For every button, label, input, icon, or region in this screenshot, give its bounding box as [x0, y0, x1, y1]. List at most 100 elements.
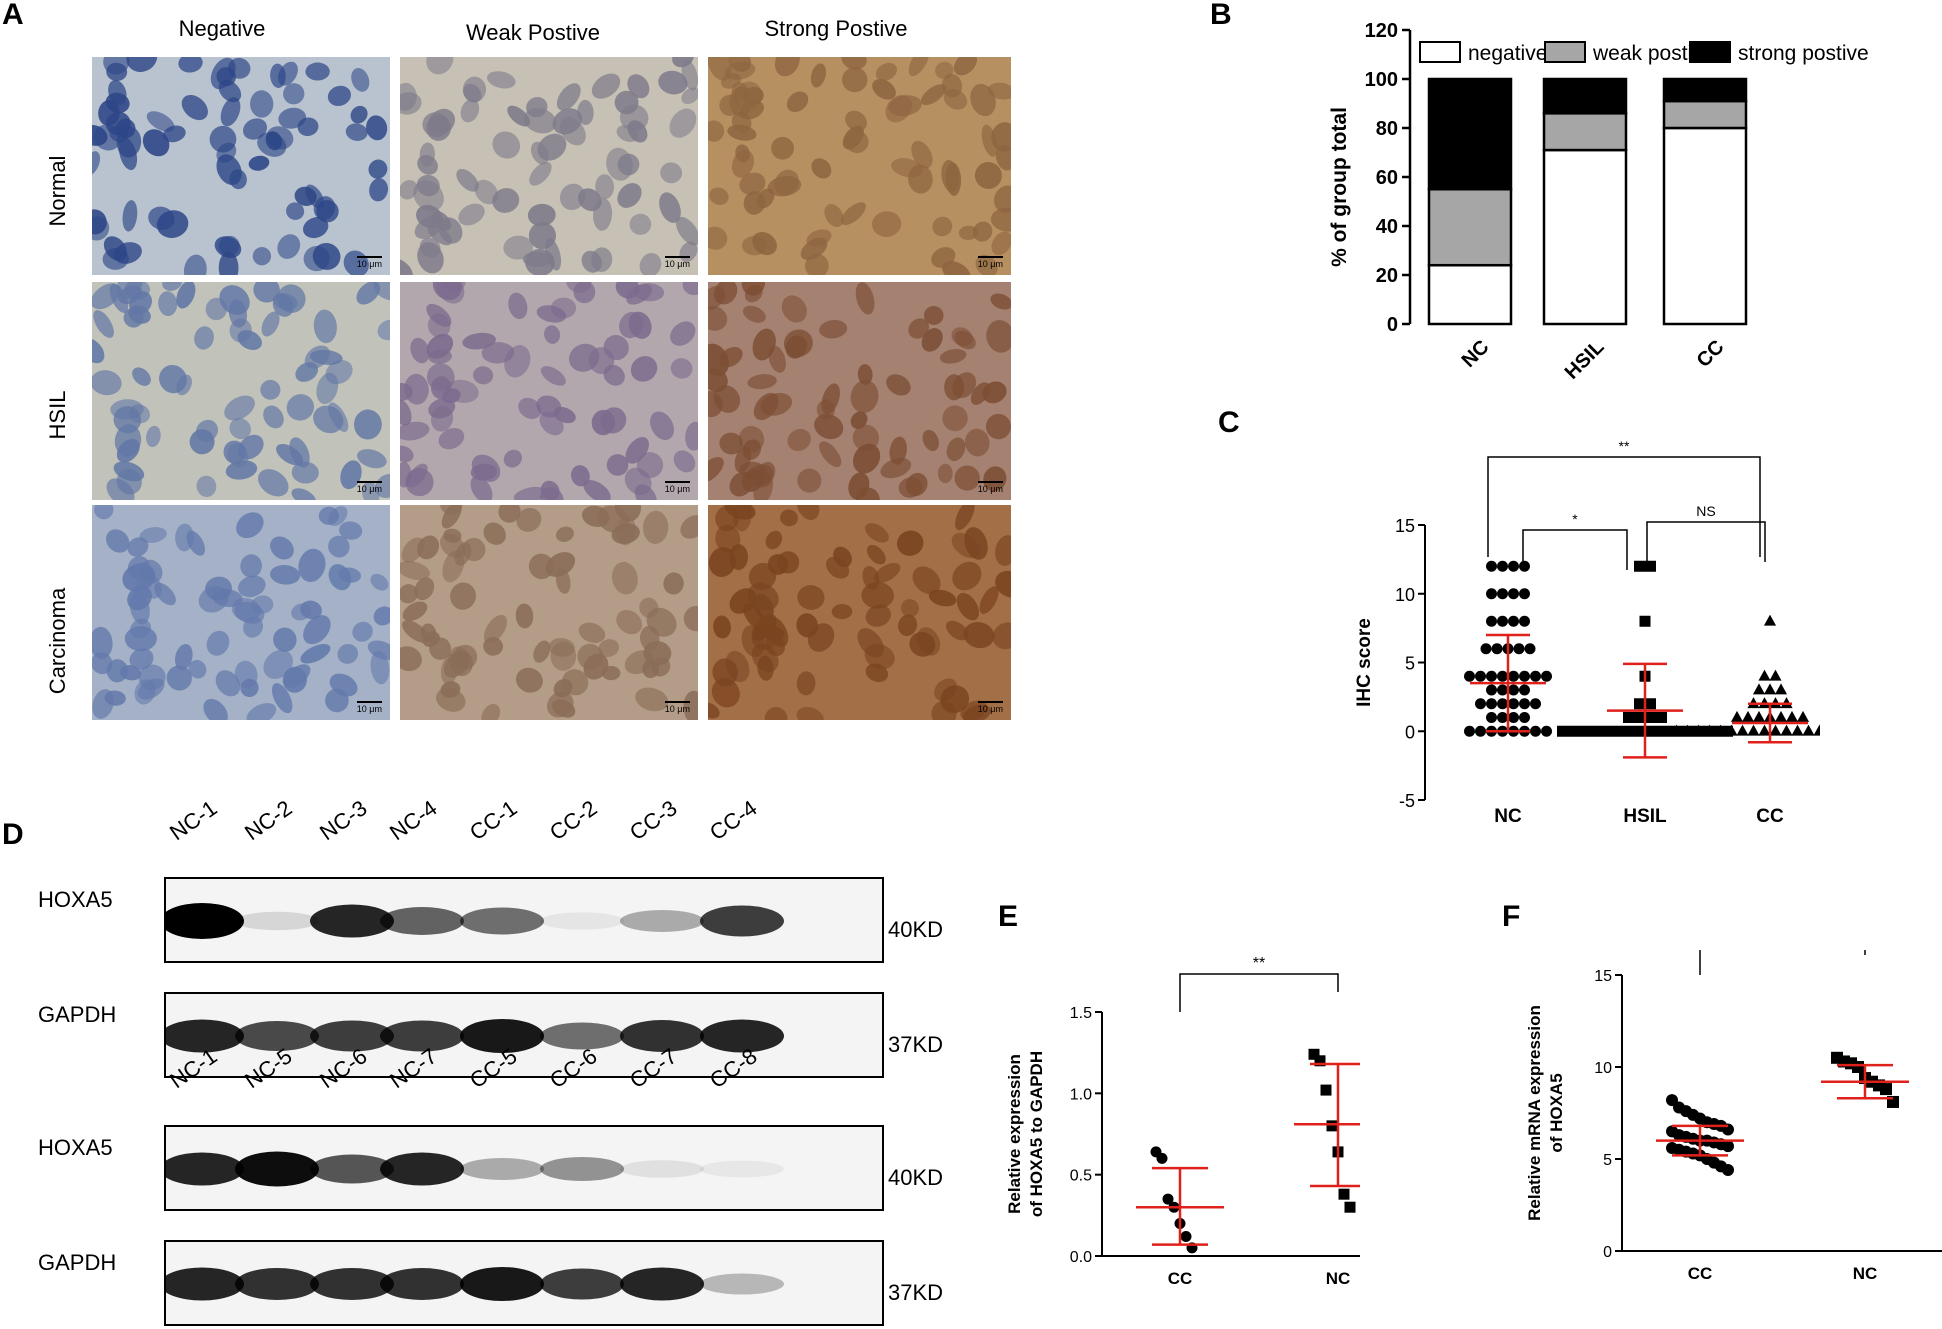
nucleus	[215, 670, 241, 697]
nucleus	[561, 669, 589, 696]
nucleus	[581, 505, 610, 528]
nucleus	[630, 356, 658, 382]
nucleus	[934, 678, 957, 701]
nucleus	[298, 548, 326, 582]
nucleus	[441, 282, 466, 292]
protein-label: GAPDH	[38, 1250, 117, 1275]
nucleus	[178, 57, 203, 73]
nucleus	[528, 553, 554, 580]
protein-label: HOXA5	[38, 887, 113, 912]
data-point	[1678, 725, 1689, 737]
nucleus	[741, 235, 767, 256]
nucleus	[619, 104, 649, 132]
nucleus	[629, 213, 652, 235]
nucleus	[442, 550, 465, 583]
nucleus	[377, 319, 390, 341]
nucleus	[473, 366, 494, 385]
x-tick-label: CC	[1168, 1269, 1193, 1288]
nucleus	[146, 111, 175, 132]
nucleus	[855, 487, 880, 500]
nucleus	[634, 484, 657, 500]
nucleus	[872, 211, 902, 237]
legend-label: weak postive	[1592, 42, 1714, 65]
nucleus	[498, 505, 521, 523]
nucleus	[796, 505, 820, 521]
nucleus	[250, 90, 274, 118]
nucleus	[591, 409, 616, 436]
nucleus	[481, 703, 501, 720]
nucleus	[583, 653, 609, 680]
nucleus	[218, 80, 242, 103]
nucleus	[979, 586, 999, 614]
nucleus	[270, 63, 286, 89]
nucleus	[224, 395, 255, 421]
nucleus	[725, 650, 750, 683]
y-tick-label: 0.0	[1070, 1249, 1092, 1266]
nucleus	[990, 207, 1011, 232]
data-point	[1730, 710, 1744, 722]
nucleus	[764, 707, 788, 720]
nucleus	[400, 560, 431, 581]
nucleus	[176, 282, 196, 309]
nuclei-pattern	[92, 505, 390, 720]
nucleus	[325, 688, 349, 713]
nucleus	[941, 260, 971, 275]
data-point	[1796, 710, 1810, 722]
data-point	[1774, 710, 1788, 722]
data-point	[1497, 698, 1508, 710]
nucleus	[526, 97, 548, 118]
nucleus	[958, 225, 979, 241]
stacked-bar-chart: 0 20 40 60 80 100 120 % of group total NC HSIL CC n…	[1328, 20, 1869, 384]
nucleus	[616, 125, 639, 142]
nucleus	[682, 282, 698, 296]
data-point	[1880, 1083, 1892, 1096]
nucleus	[896, 530, 924, 556]
nucleus	[983, 466, 1007, 492]
band	[620, 1160, 704, 1178]
nucleus	[550, 641, 577, 671]
data-point	[1634, 725, 1645, 737]
nucleus	[283, 664, 311, 688]
nucleus	[807, 623, 835, 652]
data-point	[1667, 725, 1678, 737]
data-point	[1519, 670, 1530, 682]
data-point	[1180, 1230, 1192, 1242]
kd-label: 40KD	[888, 917, 944, 942]
data-point	[1508, 684, 1519, 696]
nuclei-pattern	[400, 282, 698, 500]
nucleus	[297, 117, 319, 137]
nucleus	[438, 427, 465, 450]
nucleus	[462, 76, 487, 103]
nucleus	[626, 284, 653, 305]
nucleus	[821, 383, 840, 415]
band	[235, 1021, 319, 1051]
nucleus	[129, 591, 150, 625]
band	[160, 1152, 244, 1186]
significance-label: **	[1619, 438, 1630, 454]
nucleus	[780, 509, 798, 527]
nucleus	[93, 310, 114, 338]
nucleus	[283, 83, 305, 105]
y-tick-label: 1.0	[1070, 1086, 1092, 1103]
data-point	[1530, 670, 1541, 682]
significance-label: **	[1253, 955, 1265, 972]
nucleus	[765, 530, 783, 550]
nucleus	[708, 547, 736, 577]
nucleus	[714, 282, 738, 305]
panel-e-label: E	[998, 900, 1019, 933]
nucleus	[901, 599, 919, 618]
nucleus	[742, 305, 766, 323]
nucleus	[305, 62, 330, 81]
nucleus	[313, 196, 336, 221]
nucleus	[154, 582, 176, 606]
band	[540, 1022, 624, 1050]
nucleus	[277, 284, 306, 313]
data-point	[1590, 725, 1601, 737]
y-tick-label: 0	[1387, 314, 1398, 336]
nucleus	[402, 601, 428, 621]
data-point	[1508, 670, 1519, 682]
nucleus	[708, 57, 732, 81]
nucleus	[960, 700, 988, 720]
nucleus	[522, 251, 552, 267]
data-point	[1486, 615, 1497, 627]
